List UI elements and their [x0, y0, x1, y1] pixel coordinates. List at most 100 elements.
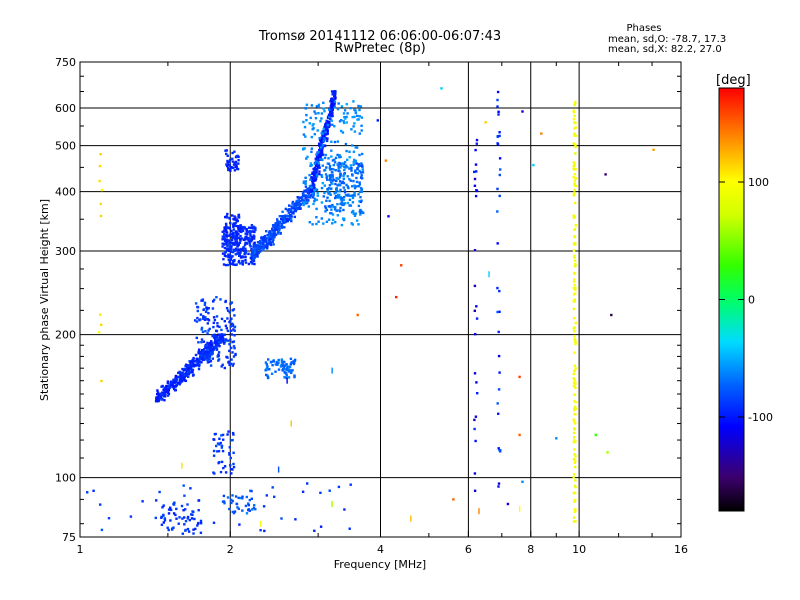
data-point	[234, 237, 237, 241]
data-point	[162, 388, 165, 391]
data-point	[574, 485, 577, 489]
data-point	[355, 180, 359, 184]
data-point	[285, 374, 288, 377]
data-point	[360, 162, 363, 165]
x-tick-label: 2	[227, 543, 234, 556]
data-point	[304, 194, 307, 197]
data-point	[283, 376, 286, 379]
data-point	[324, 130, 327, 134]
data-point	[253, 251, 256, 254]
data-point	[194, 353, 198, 357]
data-point	[572, 142, 575, 145]
data-point	[241, 263, 244, 266]
data-point	[228, 246, 231, 249]
data-point	[247, 503, 250, 507]
data-point	[282, 365, 285, 368]
data-point	[244, 252, 247, 255]
data-point	[355, 185, 358, 188]
data-point	[206, 322, 209, 325]
data-point	[353, 115, 356, 119]
data-point	[218, 443, 221, 446]
data-point	[219, 340, 223, 344]
data-point	[191, 361, 195, 365]
data-point	[343, 508, 346, 511]
data-point	[231, 510, 234, 514]
data-point	[226, 212, 229, 216]
data-point	[235, 502, 239, 506]
data-point	[315, 188, 319, 191]
data-point	[331, 203, 334, 207]
data-point	[242, 249, 246, 253]
x-tick-label: 16	[674, 543, 688, 556]
data-point	[232, 355, 236, 358]
data-point	[215, 315, 219, 318]
data-point	[343, 168, 346, 172]
data-point	[322, 195, 325, 198]
data-point	[346, 112, 349, 115]
data-point	[355, 219, 359, 222]
data-point	[234, 216, 237, 219]
data-point	[304, 107, 308, 110]
data-point	[169, 508, 173, 512]
data-point	[574, 455, 577, 458]
data-point	[475, 189, 478, 192]
data-point	[311, 223, 314, 226]
data-point	[231, 232, 235, 236]
data-point	[273, 495, 276, 498]
data-point	[322, 140, 326, 143]
data-point	[282, 221, 285, 224]
data-point	[182, 372, 185, 376]
data-point	[209, 346, 213, 350]
data-point	[309, 178, 312, 181]
data-point	[230, 247, 233, 250]
data-point	[312, 193, 315, 196]
data-point	[473, 170, 476, 174]
data-point	[187, 368, 191, 372]
data-point	[339, 129, 343, 133]
data-point	[178, 379, 182, 382]
data-point	[333, 161, 337, 164]
data-point	[253, 249, 257, 252]
data-point	[340, 201, 344, 204]
data-point	[220, 317, 224, 321]
data-point	[208, 327, 211, 331]
data-point	[230, 256, 233, 259]
data-point	[246, 236, 249, 240]
data-point	[331, 171, 334, 174]
data-point	[336, 163, 339, 166]
data-point	[194, 302, 198, 305]
data-point	[206, 332, 209, 335]
data-point	[498, 371, 501, 374]
data-point	[160, 394, 163, 398]
data-point	[231, 157, 234, 160]
data-point	[255, 253, 258, 256]
data-point	[332, 168, 335, 171]
data-point	[202, 358, 206, 361]
y-tick-label: 75	[62, 531, 76, 544]
data-point	[305, 188, 308, 192]
data-point	[283, 226, 286, 229]
data-point	[298, 201, 301, 204]
data-point	[99, 503, 102, 506]
data-point	[198, 319, 201, 322]
data-point	[574, 184, 577, 188]
data-point	[354, 159, 357, 163]
data-point	[217, 351, 221, 354]
data-point	[305, 103, 309, 106]
data-point	[310, 186, 313, 189]
data-point	[228, 349, 231, 353]
y-tick-label: 100	[55, 472, 76, 485]
data-point	[572, 175, 575, 179]
data-point	[172, 512, 176, 515]
data-point	[315, 163, 318, 167]
data-point	[351, 115, 354, 119]
data-point	[352, 163, 355, 166]
data-point	[347, 193, 350, 196]
data-point	[231, 151, 234, 155]
data-point	[318, 172, 321, 176]
data-point	[331, 123, 334, 126]
data-point	[223, 226, 226, 229]
data-point	[345, 149, 348, 153]
data-point	[231, 263, 235, 266]
data-point	[337, 165, 340, 168]
